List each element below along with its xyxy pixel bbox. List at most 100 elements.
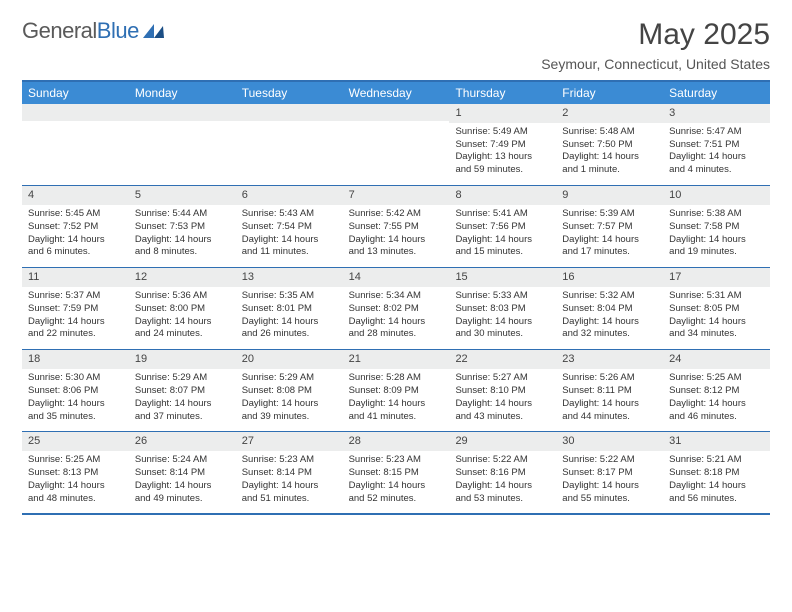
week-row: 18Sunrise: 5:30 AMSunset: 8:06 PMDayligh… xyxy=(22,349,770,431)
dow-saturday: Saturday xyxy=(663,82,770,104)
sunrise-text: Sunrise: 5:28 AM xyxy=(349,372,444,385)
daylight-text: Daylight: 14 hours and 52 minutes. xyxy=(349,480,444,506)
sunset-text: Sunset: 7:49 PM xyxy=(455,139,550,152)
day-content: Sunrise: 5:21 AMSunset: 8:18 PMDaylight:… xyxy=(663,451,770,513)
day-number xyxy=(129,104,236,121)
daylight-text: Daylight: 14 hours and 41 minutes. xyxy=(349,398,444,424)
day-cell: 30 Sunrise: 5:22 AMSunset: 8:17 PMDayligh… xyxy=(556,432,663,513)
day-content: Sunrise: 5:30 AMSunset: 8:06 PMDaylight:… xyxy=(22,369,129,431)
day-number: 3 xyxy=(663,104,770,123)
day-content xyxy=(236,121,343,177)
day-number: 11 xyxy=(22,268,129,287)
sunset-text: Sunset: 8:14 PM xyxy=(242,467,337,480)
week-row: 1Sunrise: 5:49 AMSunset: 7:49 PMDaylight… xyxy=(22,104,770,185)
day-content: Sunrise: 5:25 AMSunset: 8:13 PMDaylight:… xyxy=(22,451,129,513)
day-content: Sunrise: 5:37 AMSunset: 7:59 PMDaylight:… xyxy=(22,287,129,349)
day-number xyxy=(22,104,129,121)
logo-word1: General xyxy=(22,18,97,44)
day-cell: 14Sunrise: 5:34 AMSunset: 8:02 PMDayligh… xyxy=(343,268,450,349)
day-content: Sunrise: 5:44 AMSunset: 7:53 PMDaylight:… xyxy=(129,205,236,267)
sunset-text: Sunset: 8:01 PM xyxy=(242,303,337,316)
day-number: 20 xyxy=(236,350,343,369)
dow-sunday: Sunday xyxy=(22,82,129,104)
sunrise-text: Sunrise: 5:45 AM xyxy=(28,208,123,221)
day-cell: 12Sunrise: 5:36 AMSunset: 8:00 PMDayligh… xyxy=(129,268,236,349)
day-content: Sunrise: 5:36 AMSunset: 8:00 PMDaylight:… xyxy=(129,287,236,349)
daylight-text: Daylight: 14 hours and 55 minutes. xyxy=(562,480,657,506)
day-number xyxy=(343,104,450,121)
sunrise-text: Sunrise: 5:29 AM xyxy=(135,372,230,385)
day-content: Sunrise: 5:41 AMSunset: 7:56 PMDaylight:… xyxy=(449,205,556,267)
month-title: May 2025 xyxy=(541,18,770,52)
day-cell: 5Sunrise: 5:44 AMSunset: 7:53 PMDaylight… xyxy=(129,186,236,267)
sunrise-text: Sunrise: 5:33 AM xyxy=(455,290,550,303)
week-row: 4Sunrise: 5:45 AMSunset: 7:52 PMDaylight… xyxy=(22,185,770,267)
daylight-text: Daylight: 14 hours and 34 minutes. xyxy=(669,316,764,342)
sunset-text: Sunset: 7:54 PM xyxy=(242,221,337,234)
day-cell: 16Sunrise: 5:32 AMSunset: 8:04 PMDayligh… xyxy=(556,268,663,349)
day-number: 23 xyxy=(556,350,663,369)
daylight-text: Daylight: 14 hours and 46 minutes. xyxy=(669,398,764,424)
day-cell: 9Sunrise: 5:39 AMSunset: 7:57 PMDaylight… xyxy=(556,186,663,267)
daylight-text: Daylight: 14 hours and 22 minutes. xyxy=(28,316,123,342)
sunrise-text: Sunrise: 5:37 AM xyxy=(28,290,123,303)
day-content: Sunrise: 5:25 AMSunset: 8:12 PMDaylight:… xyxy=(663,369,770,431)
day-cell: 3Sunrise: 5:47 AMSunset: 7:51 PMDaylight… xyxy=(663,104,770,185)
daylight-text: Daylight: 14 hours and 37 minutes. xyxy=(135,398,230,424)
daylight-text: Daylight: 14 hours and 44 minutes. xyxy=(562,398,657,424)
sunrise-text: Sunrise: 5:48 AM xyxy=(562,126,657,139)
sunset-text: Sunset: 7:56 PM xyxy=(455,221,550,234)
daylight-text: Daylight: 14 hours and 56 minutes. xyxy=(669,480,764,506)
sunset-text: Sunset: 8:02 PM xyxy=(349,303,444,316)
location: Seymour, Connecticut, United States xyxy=(541,56,770,72)
sunrise-text: Sunrise: 5:22 AM xyxy=(562,454,657,467)
daylight-text: Daylight: 14 hours and 15 minutes. xyxy=(455,234,550,260)
day-number: 6 xyxy=(236,186,343,205)
day-number: 30 xyxy=(556,432,663,451)
sunset-text: Sunset: 8:11 PM xyxy=(562,385,657,398)
day-number: 25 xyxy=(22,432,129,451)
day-number: 13 xyxy=(236,268,343,287)
day-number: 29 xyxy=(449,432,556,451)
day-cell: 23Sunrise: 5:26 AMSunset: 8:11 PMDayligh… xyxy=(556,350,663,431)
sunrise-text: Sunrise: 5:30 AM xyxy=(28,372,123,385)
header: GeneralBlue May 2025 Seymour, Connecticu… xyxy=(22,18,770,72)
day-cell: 13Sunrise: 5:35 AMSunset: 8:01 PMDayligh… xyxy=(236,268,343,349)
day-cell: 31Sunrise: 5:21 AMSunset: 8:18 PMDayligh… xyxy=(663,432,770,513)
day-number: 24 xyxy=(663,350,770,369)
day-content: Sunrise: 5:49 AMSunset: 7:49 PMDaylight:… xyxy=(449,123,556,185)
dow-friday: Friday xyxy=(556,82,663,104)
day-number: 16 xyxy=(556,268,663,287)
day-number: 15 xyxy=(449,268,556,287)
day-content: Sunrise: 5:23 AMSunset: 8:14 PMDaylight:… xyxy=(236,451,343,513)
daylight-text: Daylight: 14 hours and 51 minutes. xyxy=(242,480,337,506)
sunrise-text: Sunrise: 5:22 AM xyxy=(455,454,550,467)
sunset-text: Sunset: 7:55 PM xyxy=(349,221,444,234)
day-cell: 28Sunrise: 5:23 AMSunset: 8:15 PMDayligh… xyxy=(343,432,450,513)
day-cell: 18Sunrise: 5:30 AMSunset: 8:06 PMDayligh… xyxy=(22,350,129,431)
day-cell xyxy=(22,104,129,185)
sunrise-text: Sunrise: 5:29 AM xyxy=(242,372,337,385)
day-number: 5 xyxy=(129,186,236,205)
daylight-text: Daylight: 14 hours and 6 minutes. xyxy=(28,234,123,260)
day-content: Sunrise: 5:33 AMSunset: 8:03 PMDaylight:… xyxy=(449,287,556,349)
sunrise-text: Sunrise: 5:26 AM xyxy=(562,372,657,385)
sunrise-text: Sunrise: 5:25 AM xyxy=(669,372,764,385)
day-number: 4 xyxy=(22,186,129,205)
day-content: Sunrise: 5:43 AMSunset: 7:54 PMDaylight:… xyxy=(236,205,343,267)
sunset-text: Sunset: 8:13 PM xyxy=(28,467,123,480)
day-content: Sunrise: 5:31 AMSunset: 8:05 PMDaylight:… xyxy=(663,287,770,349)
day-content: Sunrise: 5:26 AMSunset: 8:11 PMDaylight:… xyxy=(556,369,663,431)
day-cell: 6Sunrise: 5:43 AMSunset: 7:54 PMDaylight… xyxy=(236,186,343,267)
sunset-text: Sunset: 8:09 PM xyxy=(349,385,444,398)
day-number: 31 xyxy=(663,432,770,451)
sunset-text: Sunset: 8:06 PM xyxy=(28,385,123,398)
day-content: Sunrise: 5:29 AMSunset: 8:07 PMDaylight:… xyxy=(129,369,236,431)
dow-monday: Monday xyxy=(129,82,236,104)
day-content xyxy=(343,121,450,177)
daylight-text: Daylight: 14 hours and 39 minutes. xyxy=(242,398,337,424)
sunset-text: Sunset: 8:17 PM xyxy=(562,467,657,480)
daylight-text: Daylight: 14 hours and 32 minutes. xyxy=(562,316,657,342)
day-content: Sunrise: 5:22 AMSunset: 8:16 PMDaylight:… xyxy=(449,451,556,513)
daylight-text: Daylight: 14 hours and 24 minutes. xyxy=(135,316,230,342)
